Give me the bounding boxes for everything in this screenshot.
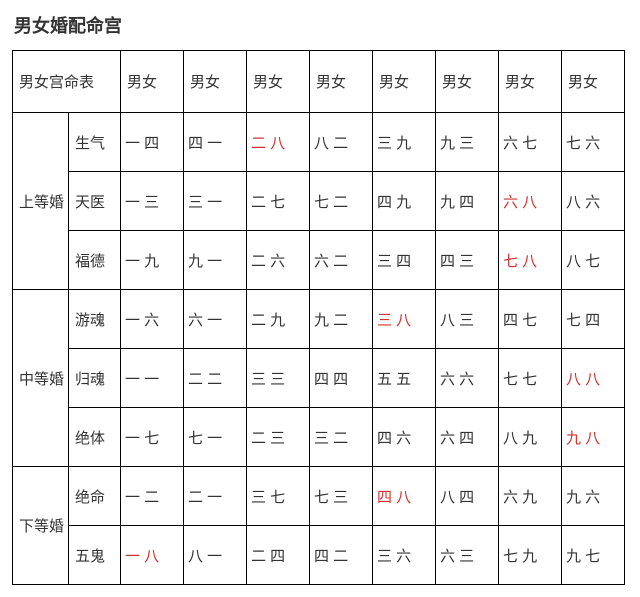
subgroup-cell: 绝体: [69, 408, 121, 467]
data-cell: 三 七: [247, 467, 310, 526]
data-cell: 三 二: [310, 408, 373, 467]
data-cell: 九 二: [310, 290, 373, 349]
subgroup-cell: 福德: [69, 231, 121, 290]
data-cell: 九 八: [562, 408, 625, 467]
data-cell: 一 七: [121, 408, 184, 467]
data-cell: 九 一: [184, 231, 247, 290]
table-row: 中等婚游魂一 六六 一二 九九 二三 八八 三四 七七 四: [13, 290, 625, 349]
data-cell: 四 八: [373, 467, 436, 526]
data-cell: 九 三: [436, 113, 499, 172]
data-cell: 七 九: [499, 526, 562, 585]
data-cell: 八 二: [310, 113, 373, 172]
data-cell: 四 二: [310, 526, 373, 585]
subgroup-cell: 归魂: [69, 349, 121, 408]
data-cell: 一 八: [121, 526, 184, 585]
data-cell: 六 四: [436, 408, 499, 467]
column-header: 男女: [562, 51, 625, 113]
column-header: 男女: [310, 51, 373, 113]
data-cell: 一 四: [121, 113, 184, 172]
data-cell: 七 三: [310, 467, 373, 526]
data-cell: 九 六: [562, 467, 625, 526]
data-cell: 四 一: [184, 113, 247, 172]
data-cell: 一 六: [121, 290, 184, 349]
column-header: 男女: [436, 51, 499, 113]
table-row: 上等婚生气一 四四 一二 八八 二三 九九 三六 七七 六: [13, 113, 625, 172]
data-cell: 一 九: [121, 231, 184, 290]
table-row: 五鬼一 八八 一二 四四 二三 六六 三七 九九 七: [13, 526, 625, 585]
table-row: 下等婚绝命一 二二 一三 七七 三四 八八 四六 九九 六: [13, 467, 625, 526]
data-cell: 二 一: [184, 467, 247, 526]
column-header: 男女: [247, 51, 310, 113]
data-cell: 八 八: [562, 349, 625, 408]
data-cell: 二 六: [247, 231, 310, 290]
table-row: 归魂一 一二 二三 三四 四五 五六 六七 七八 八: [13, 349, 625, 408]
data-cell: 九 七: [562, 526, 625, 585]
data-cell: 四 七: [499, 290, 562, 349]
data-cell: 三 三: [247, 349, 310, 408]
data-cell: 六 八: [499, 172, 562, 231]
data-cell: 三 四: [373, 231, 436, 290]
subgroup-cell: 游魂: [69, 290, 121, 349]
data-cell: 八 七: [562, 231, 625, 290]
table-row: 福德一 九九 一二 六六 二三 四四 三七 八八 七: [13, 231, 625, 290]
group-cell: 上等婚: [13, 113, 69, 290]
data-cell: 七 七: [499, 349, 562, 408]
data-cell: 二 七: [247, 172, 310, 231]
data-cell: 九 四: [436, 172, 499, 231]
data-cell: 六 三: [436, 526, 499, 585]
data-cell: 四 九: [373, 172, 436, 231]
column-header: 男女: [121, 51, 184, 113]
data-cell: 七 八: [499, 231, 562, 290]
data-cell: 八 六: [562, 172, 625, 231]
data-cell: 二 二: [184, 349, 247, 408]
data-cell: 三 六: [373, 526, 436, 585]
data-cell: 六 二: [310, 231, 373, 290]
data-cell: 一 一: [121, 349, 184, 408]
data-cell: 二 八: [247, 113, 310, 172]
data-cell: 八 一: [184, 526, 247, 585]
data-cell: 八 九: [499, 408, 562, 467]
subgroup-cell: 生气: [69, 113, 121, 172]
page-title: 男女婚配命宫: [14, 12, 628, 38]
data-cell: 八 三: [436, 290, 499, 349]
column-header: 男女: [499, 51, 562, 113]
data-cell: 六 七: [499, 113, 562, 172]
column-header: 男女: [373, 51, 436, 113]
header-title-cell: 男女宫命表: [13, 51, 121, 113]
column-header: 男女: [184, 51, 247, 113]
data-cell: 七 二: [310, 172, 373, 231]
data-cell: 二 九: [247, 290, 310, 349]
data-cell: 三 一: [184, 172, 247, 231]
data-cell: 七 四: [562, 290, 625, 349]
data-cell: 四 三: [436, 231, 499, 290]
data-cell: 六 六: [436, 349, 499, 408]
data-cell: 五 五: [373, 349, 436, 408]
subgroup-cell: 绝命: [69, 467, 121, 526]
compatibility-table: 男女宫命表男女男女男女男女男女男女男女男女 上等婚生气一 四四 一二 八八 二三…: [12, 50, 625, 585]
data-cell: 七 六: [562, 113, 625, 172]
data-cell: 四 六: [373, 408, 436, 467]
data-cell: 六 一: [184, 290, 247, 349]
subgroup-cell: 五鬼: [69, 526, 121, 585]
data-cell: 四 四: [310, 349, 373, 408]
table-row: 绝体一 七七 一二 三三 二四 六六 四八 九九 八: [13, 408, 625, 467]
data-cell: 三 八: [373, 290, 436, 349]
data-cell: 三 九: [373, 113, 436, 172]
subgroup-cell: 天医: [69, 172, 121, 231]
data-cell: 二 四: [247, 526, 310, 585]
group-cell: 中等婚: [13, 290, 69, 467]
data-cell: 七 一: [184, 408, 247, 467]
data-cell: 八 四: [436, 467, 499, 526]
group-cell: 下等婚: [13, 467, 69, 585]
data-cell: 六 九: [499, 467, 562, 526]
data-cell: 一 三: [121, 172, 184, 231]
table-row: 天医一 三三 一二 七七 二四 九九 四六 八八 六: [13, 172, 625, 231]
data-cell: 一 二: [121, 467, 184, 526]
data-cell: 二 三: [247, 408, 310, 467]
